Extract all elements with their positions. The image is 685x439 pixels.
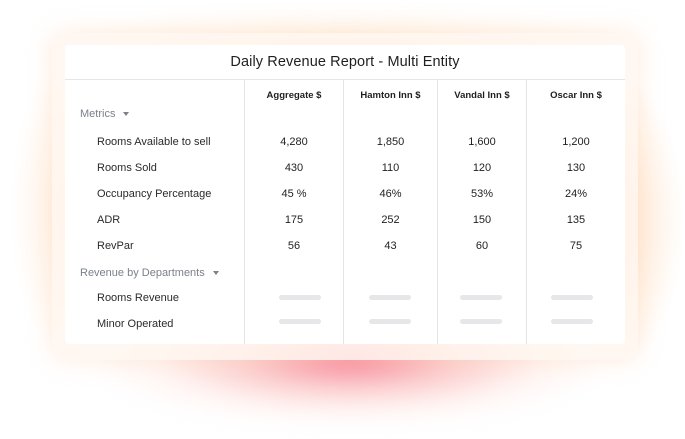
table-cell: 1,850 (376, 136, 405, 148)
section-label: Revenue by Departments (80, 267, 205, 279)
row-label-rooms-revenue: Rooms Revenue (97, 292, 179, 304)
loading-placeholder (460, 319, 502, 324)
report-title: Daily Revenue Report - Multi Entity (65, 45, 625, 80)
chevron-down-icon (123, 112, 130, 116)
loading-placeholder (279, 295, 321, 300)
loading-placeholder (551, 319, 593, 324)
row-label-adr: ADR (97, 214, 121, 226)
row-label-revpar: RevPar (97, 240, 134, 252)
table-cell: 46% (379, 188, 402, 200)
section-metrics-toggle[interactable]: Metrics (80, 108, 130, 120)
table-cell: 43 (384, 240, 397, 252)
section-label: Metrics (80, 108, 116, 120)
column-divider (437, 80, 438, 344)
table-cell: 150 (472, 214, 492, 226)
table-cell: 56 (287, 240, 301, 252)
table-cell: 110 (381, 162, 400, 174)
table-cell: 45 % (281, 188, 307, 200)
report-card: Daily Revenue Report - Multi Entity Aggr… (65, 45, 625, 344)
table-cell: 60 (475, 240, 489, 252)
table-cell: 130 (566, 162, 586, 174)
table-cell: 252 (381, 214, 400, 226)
row-label-occupancy: Occupancy Percentage (97, 188, 212, 200)
row-label-rooms-available: Rooms Available to sell (97, 136, 211, 148)
column-header-vandal-inn: Vandal Inn $ (454, 90, 510, 101)
table-cell: 4,280 (280, 136, 308, 148)
table-cell: 75 (569, 240, 583, 252)
table-cell: 135 (566, 214, 586, 226)
loading-placeholder (369, 319, 411, 324)
table-cell: 1,200 (562, 136, 590, 148)
loading-placeholder (551, 295, 593, 300)
column-divider (244, 80, 245, 344)
section-revenue-by-departments-toggle[interactable]: Revenue by Departments (80, 267, 219, 279)
table-cell: 120 (472, 162, 492, 174)
loading-placeholder (369, 295, 411, 300)
row-label-rooms-sold: Rooms Sold (97, 162, 157, 174)
chevron-down-icon (212, 271, 219, 275)
table-cell: 53% (470, 188, 494, 200)
column-header-oscar-inn: Oscar Inn $ (550, 90, 602, 101)
table-cell: 175 (284, 214, 304, 226)
loading-placeholder (279, 319, 321, 324)
column-header-aggregate: Aggregate $ (266, 90, 322, 101)
column-header-hamton-inn: Hamton Inn $ (360, 90, 421, 101)
table-cell: 430 (284, 162, 304, 174)
column-divider (526, 80, 527, 344)
table-cell: 1,600 (468, 136, 496, 148)
table-cell: 24% (564, 188, 588, 200)
loading-placeholder (460, 295, 502, 300)
column-divider (343, 80, 344, 344)
row-label-minor-operated: Minor Operated (97, 318, 174, 330)
